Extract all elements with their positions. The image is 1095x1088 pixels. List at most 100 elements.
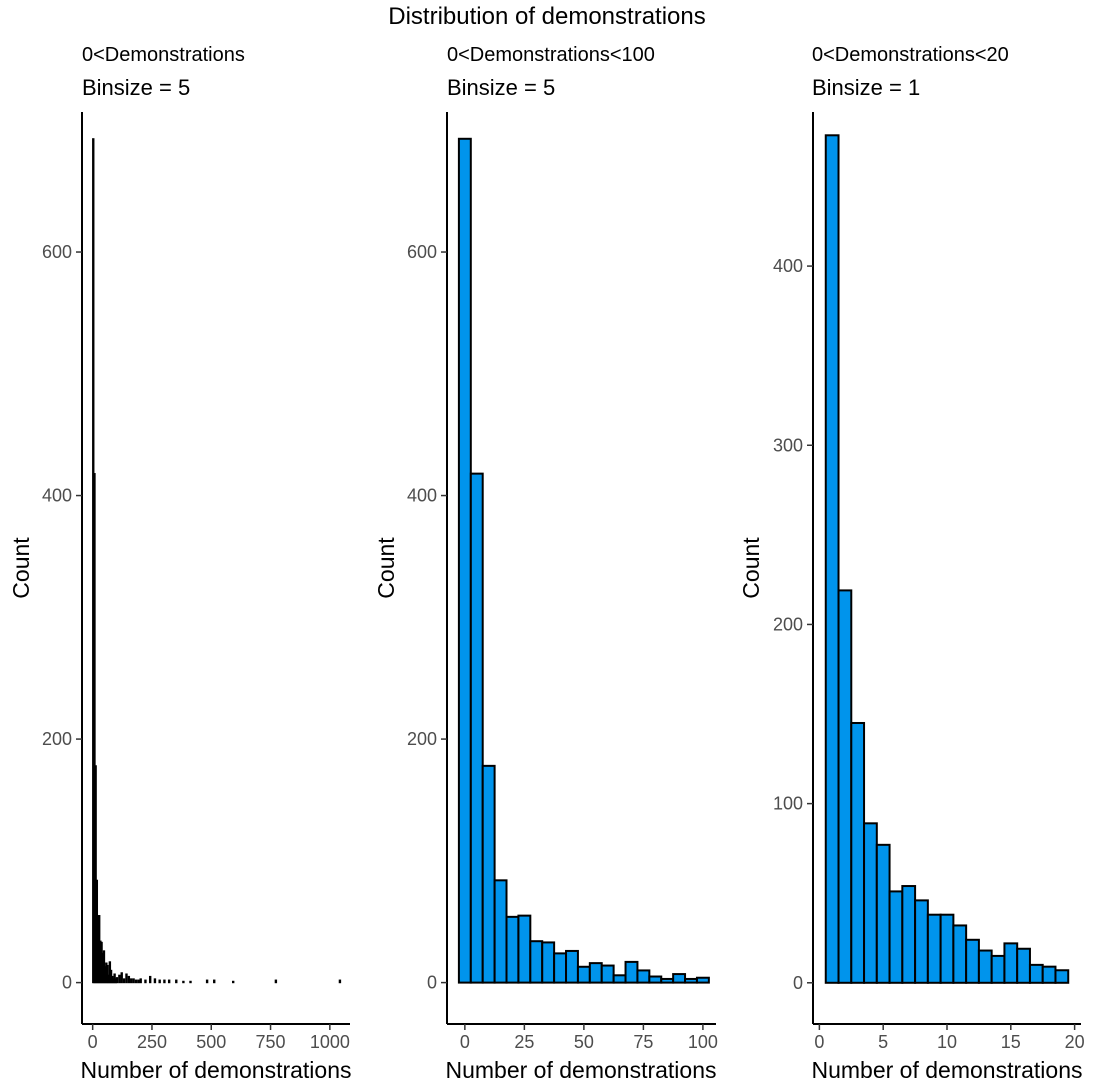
x-tick-label: 25 [514,1032,534,1052]
y-tick-label: 300 [773,435,803,455]
histogram-bar [115,977,119,984]
histogram-bar [648,975,663,984]
x-tick-label: 250 [137,1032,167,1052]
x-tick-label: 50 [574,1032,594,1052]
y-tick-label: 600 [42,242,72,262]
x-tick-label: 750 [256,1032,286,1052]
panel-1-y-axis-title: Count [8,537,34,599]
histogram-bar [132,978,135,984]
histogram-bar [684,977,698,984]
histogram-bar [541,941,556,984]
histogram-bar [660,977,675,984]
histogram-bar [1028,963,1044,984]
histogram-bar [939,913,955,984]
panel-1-caption: Binsize = 5 [82,75,190,100]
y-tick-label: 400 [42,486,72,506]
histogram-bar [990,954,1006,984]
histogram-bar [139,978,142,984]
panel-3-bars [824,134,1070,984]
histogram-bar [122,978,126,984]
histogram-bar [120,972,123,984]
y-tick-label: 0 [427,973,437,993]
panel-1-subtitle: 0<Demonstrations [82,44,245,66]
histogram-bar [232,980,235,984]
histogram-bar [965,938,980,984]
histogram-bar [148,975,152,984]
y-tick-label: 100 [773,794,803,814]
panel-3-x-axis-title: Number of demonstrations [811,1057,1082,1083]
histogram-bar [481,764,496,984]
y-tick-label: 600 [407,242,437,262]
histogram-bar [837,589,853,984]
panel-2-caption: Binsize = 5 [447,75,555,100]
panel-2-x-axis-title: Number of demonstrations [445,1057,716,1083]
histogram-bar [576,965,591,984]
x-tick-label: 0 [88,1032,98,1052]
histogram-bar [153,978,157,984]
y-tick-label: 200 [407,729,437,749]
x-tick-label: 20 [1065,1032,1085,1052]
panel-2-y-ticks: 0 200 400 600 [407,242,447,993]
histogram-bar [600,964,615,984]
histogram-bar [189,980,192,984]
x-tick-label: 15 [1001,1032,1021,1052]
x-tick-label: 75 [633,1032,653,1052]
y-tick-label: 200 [773,614,803,634]
histogram-bar [926,913,942,984]
histogram-bar [863,822,878,984]
panel-2-bars [457,137,710,984]
y-tick-label: 0 [793,973,803,993]
histogram-bar [588,962,603,984]
panel-2-x-ticks: 0 25 50 75 100 [460,1024,718,1052]
histogram-bar [144,979,147,984]
histogram-bar [213,979,216,984]
histogram-bar [824,134,840,984]
histogram-bar [163,979,166,984]
figure-title: Distribution of demonstrations [388,3,705,30]
panel-3: 0<Demonstrations<20 Binsize = 1 01002003… [738,44,1085,1083]
histogram-bar [134,979,138,984]
histogram-bar [469,472,484,984]
panel-1: 0<Demonstrations Binsize = 5 0200400600 … [8,44,352,1083]
panel-2-subtitle: 0<Demonstrations<100 [447,44,655,66]
histogram-bar [127,975,131,984]
histogram-bar [875,843,891,984]
histogram-bar [952,924,968,984]
x-tick-label: 100 [688,1032,718,1052]
histogram-bar [274,979,278,984]
x-tick-label: 0 [460,1032,470,1052]
histogram-bar [695,976,710,984]
histogram-bar [1054,969,1070,984]
panel-3-subtitle: 0<Demonstrations<20 [812,44,1009,66]
panel-2: 0<Demonstrations<100 Binsize = 5 0 200 400… [373,44,718,1083]
panel-1-y-ticks: 0 200 400 600 [42,242,82,993]
histogram-bar [850,721,866,984]
x-tick-label: 10 [937,1032,957,1052]
y-tick-label: 200 [42,729,72,749]
panel-1-x-axis-title: Number of demonstrations [80,1057,351,1083]
histogram-bar [672,973,687,984]
panel-3-x-ticks: 0 5 10 15 20 [814,1024,1085,1052]
panel-1-bars [92,138,342,984]
histogram-bar [457,137,472,984]
histogram-bar [1041,965,1057,984]
histogram-bar [205,979,209,984]
panel-3-y-axis-title: Count [738,537,764,599]
histogram-bar [167,979,171,984]
panel-3-y-ticks: 0 100 200 300 400 [773,256,813,993]
histogram-bar [529,940,544,984]
histogram-bar [553,952,568,984]
histogram-bar [182,980,185,984]
x-tick-label: 0 [814,1032,824,1052]
y-tick-label: 0 [62,973,72,993]
histogram-bar [505,915,520,984]
histogram-bar [888,890,904,984]
histogram-bar [1003,942,1019,984]
histogram-bar [977,949,993,984]
histogram-bar [565,949,579,984]
panel-3-caption: Binsize = 1 [812,75,920,100]
x-tick-label: 5 [878,1032,888,1052]
histogram-bar [914,899,929,984]
x-tick-label: 1000 [310,1032,350,1052]
